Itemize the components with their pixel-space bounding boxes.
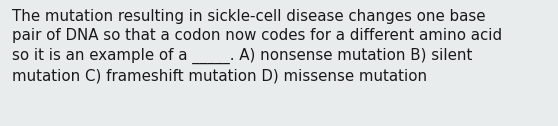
Text: The mutation resulting in sickle-cell disease changes one base
pair of DNA so th: The mutation resulting in sickle-cell di…	[12, 9, 502, 84]
